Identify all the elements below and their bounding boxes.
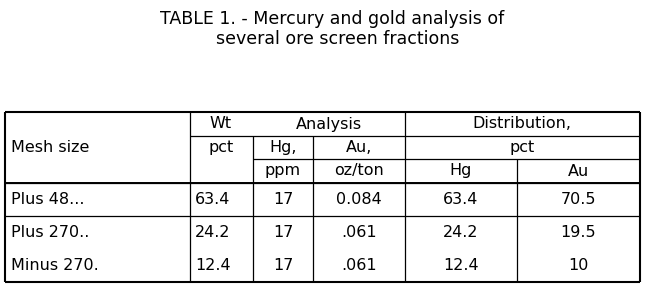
Text: Plus 48...: Plus 48...: [11, 192, 84, 207]
Text: 0.084: 0.084: [336, 192, 382, 207]
Text: Minus 270.: Minus 270.: [11, 258, 98, 273]
Text: 63.4: 63.4: [195, 192, 230, 207]
Text: 12.4: 12.4: [443, 258, 479, 273]
Text: several ore screen fractions: several ore screen fractions: [205, 30, 460, 48]
Text: 17: 17: [273, 192, 293, 207]
Text: Au: Au: [567, 164, 589, 179]
Text: Analysis: Analysis: [296, 117, 362, 131]
Text: Plus 270..: Plus 270..: [11, 225, 89, 240]
Text: 24.2: 24.2: [444, 225, 479, 240]
Text: Hg,: Hg,: [269, 140, 297, 155]
Text: 19.5: 19.5: [560, 225, 596, 240]
Text: 12.4: 12.4: [195, 258, 231, 273]
Text: ppm: ppm: [265, 164, 301, 179]
Text: oz/ton: oz/ton: [334, 164, 384, 179]
Text: Hg: Hg: [450, 164, 472, 179]
Text: Mesh size: Mesh size: [11, 140, 89, 155]
Text: 70.5: 70.5: [560, 192, 596, 207]
Text: 17: 17: [273, 225, 293, 240]
Text: .061: .061: [341, 258, 377, 273]
Text: 17: 17: [273, 258, 293, 273]
Text: pct: pct: [208, 140, 233, 155]
Text: 63.4: 63.4: [444, 192, 479, 207]
Text: .061: .061: [341, 225, 377, 240]
Text: TABLE 1. - Mercury and gold analysis of: TABLE 1. - Mercury and gold analysis of: [160, 10, 505, 28]
Text: Wt: Wt: [210, 117, 232, 131]
Text: Au,: Au,: [346, 140, 372, 155]
Text: Distribution,: Distribution,: [473, 117, 571, 131]
Text: 24.2: 24.2: [195, 225, 231, 240]
Text: pct: pct: [509, 140, 535, 155]
Text: 10: 10: [568, 258, 588, 273]
